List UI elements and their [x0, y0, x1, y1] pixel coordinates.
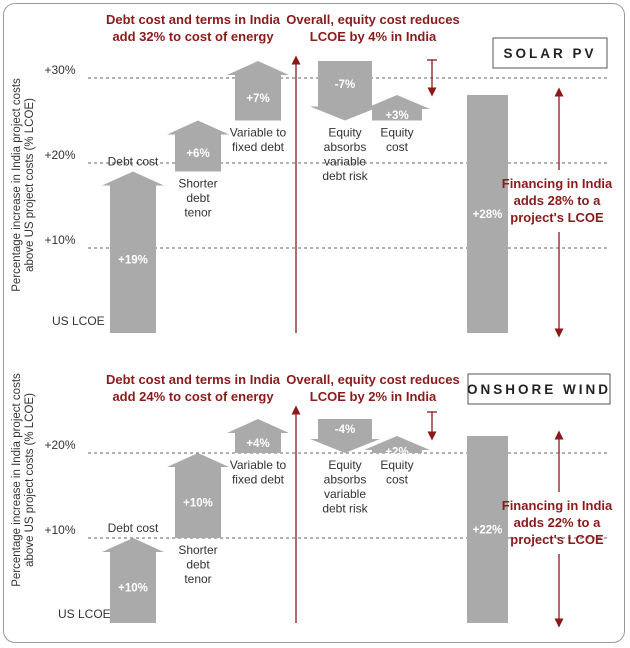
panel-1-step-name-2-line-2: debt [186, 191, 210, 205]
panel-1-step-value-label-5: +3% [385, 110, 408, 122]
panel-2-annotation-total-line-1: Financing in India [502, 498, 613, 513]
panel-1-step-name-4-line-1: Equity [328, 126, 361, 140]
panel-1-step-value-label-3: +7% [246, 93, 269, 105]
panel-2-y-axis-label-line-1: Percentage increase in India project cos… [11, 373, 23, 587]
panel-2-step-arrow-1 [102, 538, 164, 623]
panel-1-step-name-4-line-4: debt risk [322, 169, 368, 183]
panel-1-step-name-2-line-1: Shorter [178, 177, 217, 191]
panel-2-step-name-4-line-3: variable [324, 487, 366, 501]
panel-2-title: ONSHORE WIND [467, 382, 611, 397]
panel-1-annotation-total-line-3: project's LCOE [510, 210, 604, 225]
panel-2-step-value-label-1: +10% [118, 583, 148, 595]
panel-2-step-name-1: Debt cost [108, 521, 159, 535]
panel-2-tick-label-1: +10% [44, 523, 75, 537]
panel-2-annotation-debt-line-1: Debt cost and terms in India [106, 372, 281, 387]
panel-2-total-value-label: +22% [473, 525, 503, 537]
panel-1-step-name-4-line-3: variable [324, 155, 366, 169]
panel-2-title-box [467, 373, 611, 405]
panel-1-step-arrow-1 [102, 171, 164, 333]
panel-2-annotation-total-line-3: project's LCOE [510, 532, 604, 547]
panel-1-step-value-label-4: -7% [335, 79, 355, 91]
panel-1-step-arrow-4 [310, 61, 380, 121]
panel-1-step-name-3-line-2: fixed debt [232, 140, 285, 154]
panel-2-y-axis-label: Percentage increase in India project cos… [11, 373, 36, 587]
panel-2-step-name-2-line-2: debt [186, 558, 210, 572]
panel-1-step-name-1: Debt cost [108, 155, 159, 169]
panel-2-step-name-3-line-2: fixed debt [232, 473, 285, 487]
panel-1-step-arrow-3 [227, 61, 289, 121]
panel-2-step-value-label-5: +2% [385, 447, 408, 459]
panel-2-step-name-3-line-1: Variable to [230, 458, 287, 472]
panel-1-y-axis-label-line-2: above US project costs (% LCOE) [24, 98, 36, 272]
panel-2-step-name-2-line-3: tenor [184, 572, 211, 586]
panel-2-step-arrow-4 [310, 419, 380, 453]
panel-1-tick-label-2: +20% [44, 148, 75, 162]
panel-2-annotation-total-line-2: adds 22% to a [514, 515, 601, 530]
panel-1-step-value-label-2: +6% [186, 148, 209, 160]
panel-1-step-name-5-line-2: cost [386, 140, 409, 154]
panel-1-annotation-total-line-1: Financing in India [502, 176, 613, 191]
panel-1-annotation-debt-line-2: add 32% to cost of energy [112, 29, 274, 44]
panel-2-step-name-4-line-4: debt risk [322, 502, 368, 516]
panel-1-step-name-3-line-1: Variable to [230, 126, 287, 140]
panel-1-step-arrow-5 [364, 95, 430, 121]
panel-1-step-arrow-2 [167, 120, 229, 172]
panel-2-step-name-4-line-1: Equity [328, 458, 361, 472]
panel-1-total-value-label: +28% [473, 209, 503, 221]
panel-1-annotation-debt-line-1: Debt cost and terms in India [106, 12, 281, 27]
panel-2-annotation-equity-line-2: LCOE by 2% in India [310, 389, 437, 404]
panel-2-step-arrow-5 [364, 436, 430, 453]
figure-frame [3, 3, 625, 643]
panel-2-step-name-4-line-2: absorbs [324, 473, 367, 487]
panel-1-step-value-label-1: +19% [118, 254, 148, 266]
panel-1-total-bar [467, 95, 508, 333]
panel-2-step-value-label-2: +10% [183, 498, 213, 510]
panel-1-step-name-2-line-3: tenor [184, 206, 211, 220]
panel-1-tick-label-3: +30% [44, 63, 75, 77]
panel-2-step-arrow-3 [227, 419, 289, 453]
panel-2-total-bar [467, 436, 508, 623]
panel-1-y-axis-label: Percentage increase in India project cos… [11, 78, 36, 292]
panel-2-step-name-5-line-1: Equity [380, 458, 413, 472]
panel-2-annotation-debt-line-2: add 24% to cost of energy [112, 389, 274, 404]
panel-1-title-box [492, 37, 608, 69]
panel-1-step-name-5-line-1: Equity [380, 126, 413, 140]
panel-2-step-value-label-4: -4% [335, 424, 355, 436]
panel-1-title: SOLAR PV [503, 46, 596, 61]
panel-2-base-label: US LCOE [58, 607, 111, 621]
panel-1-step-name-4-line-2: absorbs [324, 140, 367, 154]
panel-1-y-axis-label-line-1: Percentage increase in India project cos… [11, 78, 23, 292]
panel-2-step-name-2-line-1: Shorter [178, 543, 217, 557]
panel-2-tick-label-2: +20% [44, 438, 75, 452]
panel-1-base-label: US LCOE [52, 314, 105, 328]
panel-2-annotation-equity-line-1: Overall, equity cost reduces [286, 372, 459, 387]
panel-1-annotation-total-line-2: adds 28% to a [514, 193, 601, 208]
panel-1-annotation-equity-line-1: Overall, equity cost reduces [286, 12, 459, 27]
panel-1-tick-label-1: +10% [44, 233, 75, 247]
panel-2-step-value-label-3: +4% [246, 438, 269, 450]
panel-1-annotation-equity-line-2: LCOE by 4% in India [310, 29, 437, 44]
panel-2-y-axis-label-line-2: above US project costs (% LCOE) [24, 393, 36, 567]
panel-2-step-arrow-2 [167, 453, 229, 538]
panel-2-step-name-5-line-2: cost [386, 473, 409, 487]
